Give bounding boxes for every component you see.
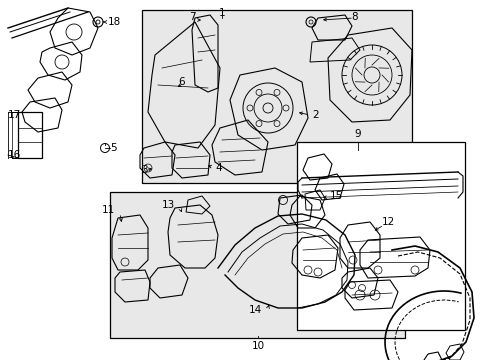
Polygon shape [296,142,464,330]
Text: 17: 17 [8,110,21,120]
Text: 1: 1 [218,8,225,18]
Text: 4: 4 [215,163,221,173]
Text: 9: 9 [354,129,361,139]
Text: 6: 6 [178,77,184,87]
Text: 5: 5 [110,143,116,153]
Text: 13: 13 [162,200,175,210]
Text: 14: 14 [248,305,262,315]
Text: 15: 15 [329,191,343,201]
Polygon shape [142,10,411,183]
Text: 7: 7 [188,12,195,22]
Polygon shape [110,192,404,338]
Text: 8: 8 [351,12,357,22]
Text: 16: 16 [8,150,21,160]
Text: 2: 2 [311,110,318,120]
Text: 11: 11 [102,205,115,215]
Text: 10: 10 [251,341,264,351]
Text: 18: 18 [108,17,121,27]
Text: 3: 3 [141,165,148,175]
Text: 12: 12 [381,217,394,227]
